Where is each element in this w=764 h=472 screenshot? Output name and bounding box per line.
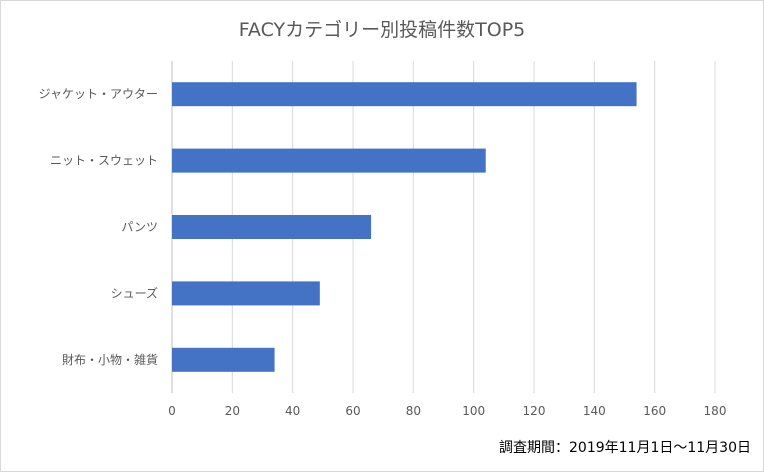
x-tick-label: 0	[168, 404, 176, 418]
bar	[172, 215, 372, 239]
x-tick-label: 100	[462, 404, 485, 418]
bar	[172, 82, 637, 107]
category-label: ジャケット・アウター	[39, 87, 158, 101]
chart-title: FACYカテゴリー別投稿件数TOP5	[238, 19, 526, 41]
x-tick-label: 20	[225, 404, 240, 418]
x-tick-label: 180	[704, 404, 727, 418]
bar	[172, 281, 320, 306]
category-label: パンツ	[121, 220, 158, 234]
survey-period-note: 調査期間：2019年11月1日〜11月30日	[499, 440, 751, 456]
x-tick-label: 160	[643, 404, 666, 418]
category-label: シューズ	[111, 285, 158, 300]
category-label: ニット・スウェット	[50, 154, 158, 168]
x-tick-label: 120	[523, 404, 546, 418]
category-label: 財布・小物・雑貨	[62, 352, 158, 367]
bar	[172, 347, 275, 372]
x-tick-label: 80	[406, 404, 421, 418]
x-tick-label: 40	[285, 404, 300, 418]
x-tick-label: 60	[345, 404, 360, 418]
x-tick-label: 140	[583, 404, 606, 418]
bar	[172, 148, 486, 173]
